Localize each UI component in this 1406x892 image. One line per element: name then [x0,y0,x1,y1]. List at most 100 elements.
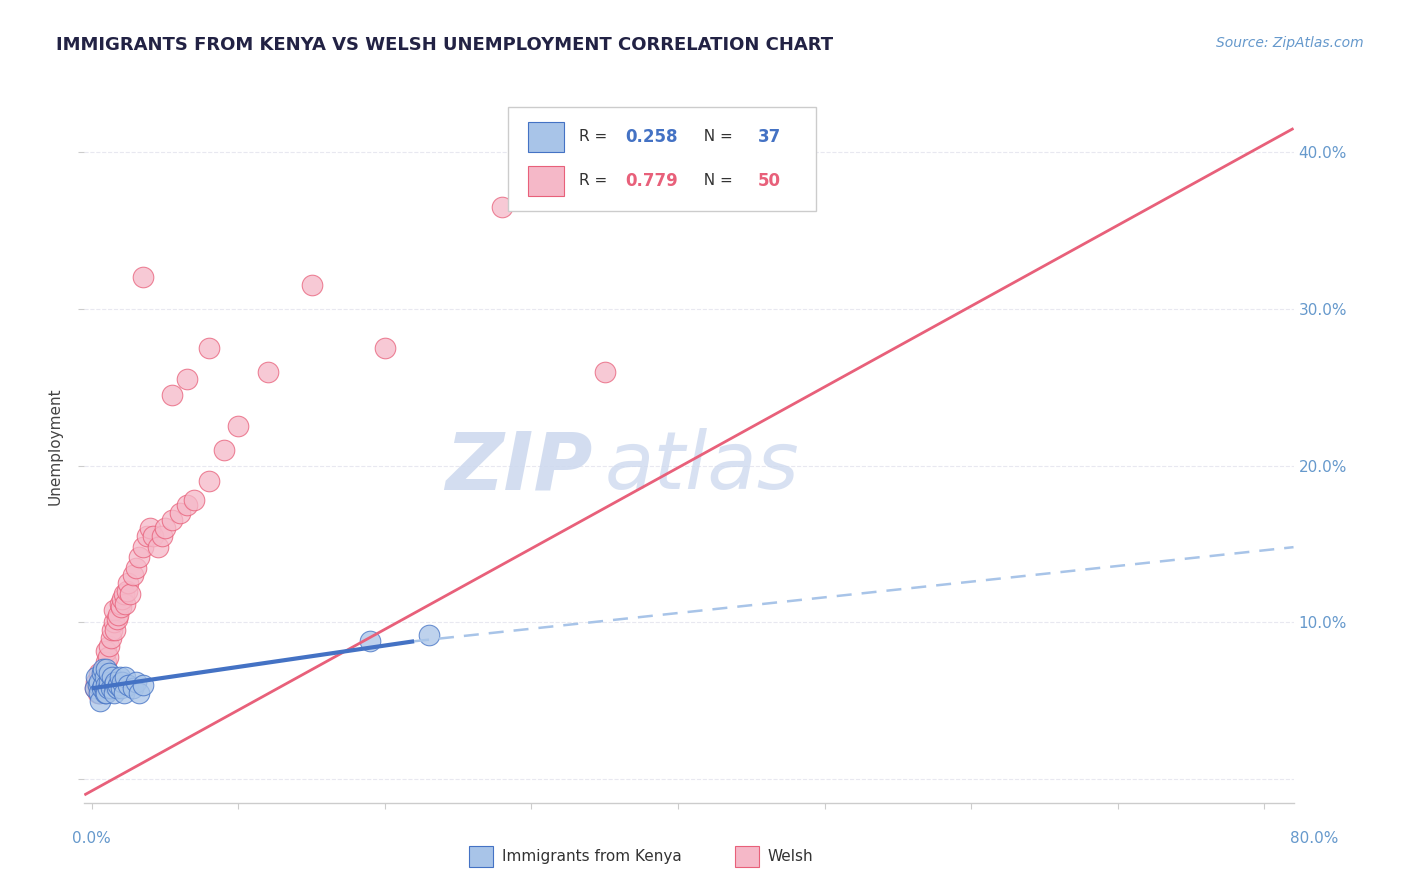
FancyBboxPatch shape [468,846,494,867]
Point [169,506,191,520]
Point [104,624,127,638]
Point [96,686,118,700]
Point [97,681,120,696]
Point [418,628,440,642]
Point [128,549,150,564]
Text: N =: N = [693,173,737,188]
Point [593,364,616,378]
Text: ZIP: ZIP [444,428,592,507]
Point [103,686,125,700]
Text: 80.0%: 80.0% [1291,831,1339,846]
Point [96,655,118,669]
Point [83,681,105,696]
Point [107,678,129,692]
Y-axis label: Unemployment: Unemployment [48,387,63,505]
Point [103,603,125,617]
Point [374,341,396,355]
Point [93,663,115,677]
Point [153,521,176,535]
Point [142,529,165,543]
Text: 37: 37 [758,128,782,145]
Text: 50: 50 [758,172,780,190]
Point [114,597,136,611]
Point [83,681,105,696]
Text: ▪: ▪ [735,842,755,871]
Point [110,681,132,696]
Point [103,678,125,692]
FancyBboxPatch shape [735,846,759,867]
Point [117,678,139,692]
Point [89,694,111,708]
Point [98,639,121,653]
Point [112,587,135,601]
Point [87,678,110,692]
Point [132,678,155,692]
Point [87,686,110,700]
Text: N =: N = [693,129,737,145]
Text: IMMIGRANTS FROM KENYA VS WELSH UNEMPLOYMENT CORRELATION CHART: IMMIGRANTS FROM KENYA VS WELSH UNEMPLOYM… [56,36,834,54]
Point [100,681,122,696]
Point [111,675,134,690]
Point [176,372,198,386]
Point [101,670,124,684]
Point [108,670,131,684]
Text: atlas: atlas [605,428,799,507]
Point [96,678,118,692]
Point [176,498,198,512]
Point [96,663,118,677]
Text: 0.779: 0.779 [624,172,678,190]
Text: Welsh: Welsh [768,849,813,863]
Point [104,675,127,690]
Point [93,665,115,680]
Text: Immigrants from Kenya: Immigrants from Kenya [502,849,682,863]
Point [108,597,131,611]
Point [98,675,121,690]
Point [97,649,120,664]
Point [150,529,173,543]
Point [89,686,111,700]
Point [115,584,138,599]
Text: R =: R = [579,129,612,145]
Point [93,678,115,692]
Point [110,599,132,614]
Point [103,615,125,630]
Point [121,568,143,582]
Point [114,670,136,684]
FancyBboxPatch shape [529,121,564,152]
Point [107,607,129,622]
Point [198,475,221,489]
Point [359,634,381,648]
Point [132,270,155,285]
FancyBboxPatch shape [508,107,815,211]
Point [124,675,146,690]
Point [86,686,108,700]
Point [87,665,110,680]
Point [121,681,143,696]
Point [96,643,118,657]
Point [136,529,159,543]
Point [146,540,169,554]
Point [226,419,249,434]
FancyBboxPatch shape [529,166,564,196]
Point [101,624,124,638]
Point [91,665,114,680]
Point [84,675,107,690]
Point [94,681,117,696]
Point [105,612,128,626]
Point [162,388,184,402]
Point [86,678,108,692]
Point [111,591,134,606]
Point [93,678,115,692]
Point [117,576,139,591]
Text: R =: R = [579,173,612,188]
Point [91,675,114,690]
Point [132,540,155,554]
Point [91,681,114,696]
Text: 0.258: 0.258 [624,128,678,145]
Point [94,686,117,700]
Text: ▪: ▪ [468,842,489,871]
Point [105,681,128,696]
Point [87,675,110,690]
Point [112,686,135,700]
Point [139,521,162,535]
